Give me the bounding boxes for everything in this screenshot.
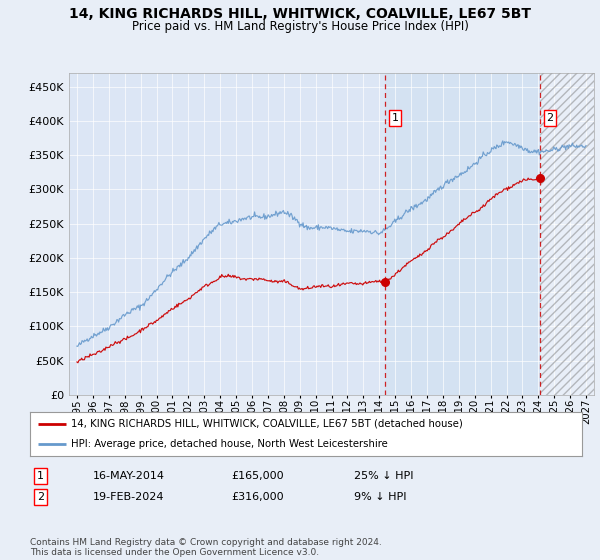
Text: £316,000: £316,000 [231, 492, 284, 502]
Text: HPI: Average price, detached house, North West Leicestershire: HPI: Average price, detached house, Nort… [71, 439, 388, 449]
Text: 14, KING RICHARDS HILL, WHITWICK, COALVILLE, LE67 5BT (detached house): 14, KING RICHARDS HILL, WHITWICK, COALVI… [71, 419, 463, 429]
Text: Price paid vs. HM Land Registry's House Price Index (HPI): Price paid vs. HM Land Registry's House … [131, 20, 469, 33]
Text: 1: 1 [391, 113, 398, 123]
Text: 2: 2 [547, 113, 554, 123]
Bar [540, 73, 594, 395]
Text: 2: 2 [37, 492, 44, 502]
Text: 19-FEB-2024: 19-FEB-2024 [93, 492, 164, 502]
Text: 16-MAY-2014: 16-MAY-2014 [93, 471, 165, 481]
Bar [540, 73, 594, 395]
Text: 25% ↓ HPI: 25% ↓ HPI [354, 471, 413, 481]
Text: £165,000: £165,000 [231, 471, 284, 481]
Bar [385, 73, 540, 395]
Text: 9% ↓ HPI: 9% ↓ HPI [354, 492, 407, 502]
Text: 14, KING RICHARDS HILL, WHITWICK, COALVILLE, LE67 5BT: 14, KING RICHARDS HILL, WHITWICK, COALVI… [69, 7, 531, 21]
Text: Contains HM Land Registry data © Crown copyright and database right 2024.
This d: Contains HM Land Registry data © Crown c… [30, 538, 382, 557]
Bar [540, 73, 594, 395]
Text: 1: 1 [37, 471, 44, 481]
